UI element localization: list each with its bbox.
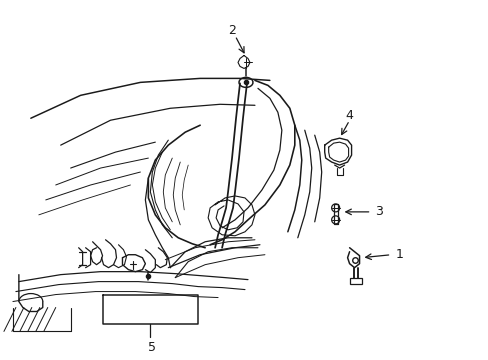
Bar	[349, 278, 361, 284]
Text: 5: 5	[148, 341, 156, 354]
Text: 3: 3	[375, 205, 383, 219]
Text: 2: 2	[227, 24, 236, 37]
Text: 4: 4	[345, 109, 353, 122]
Text: 1: 1	[395, 248, 403, 261]
